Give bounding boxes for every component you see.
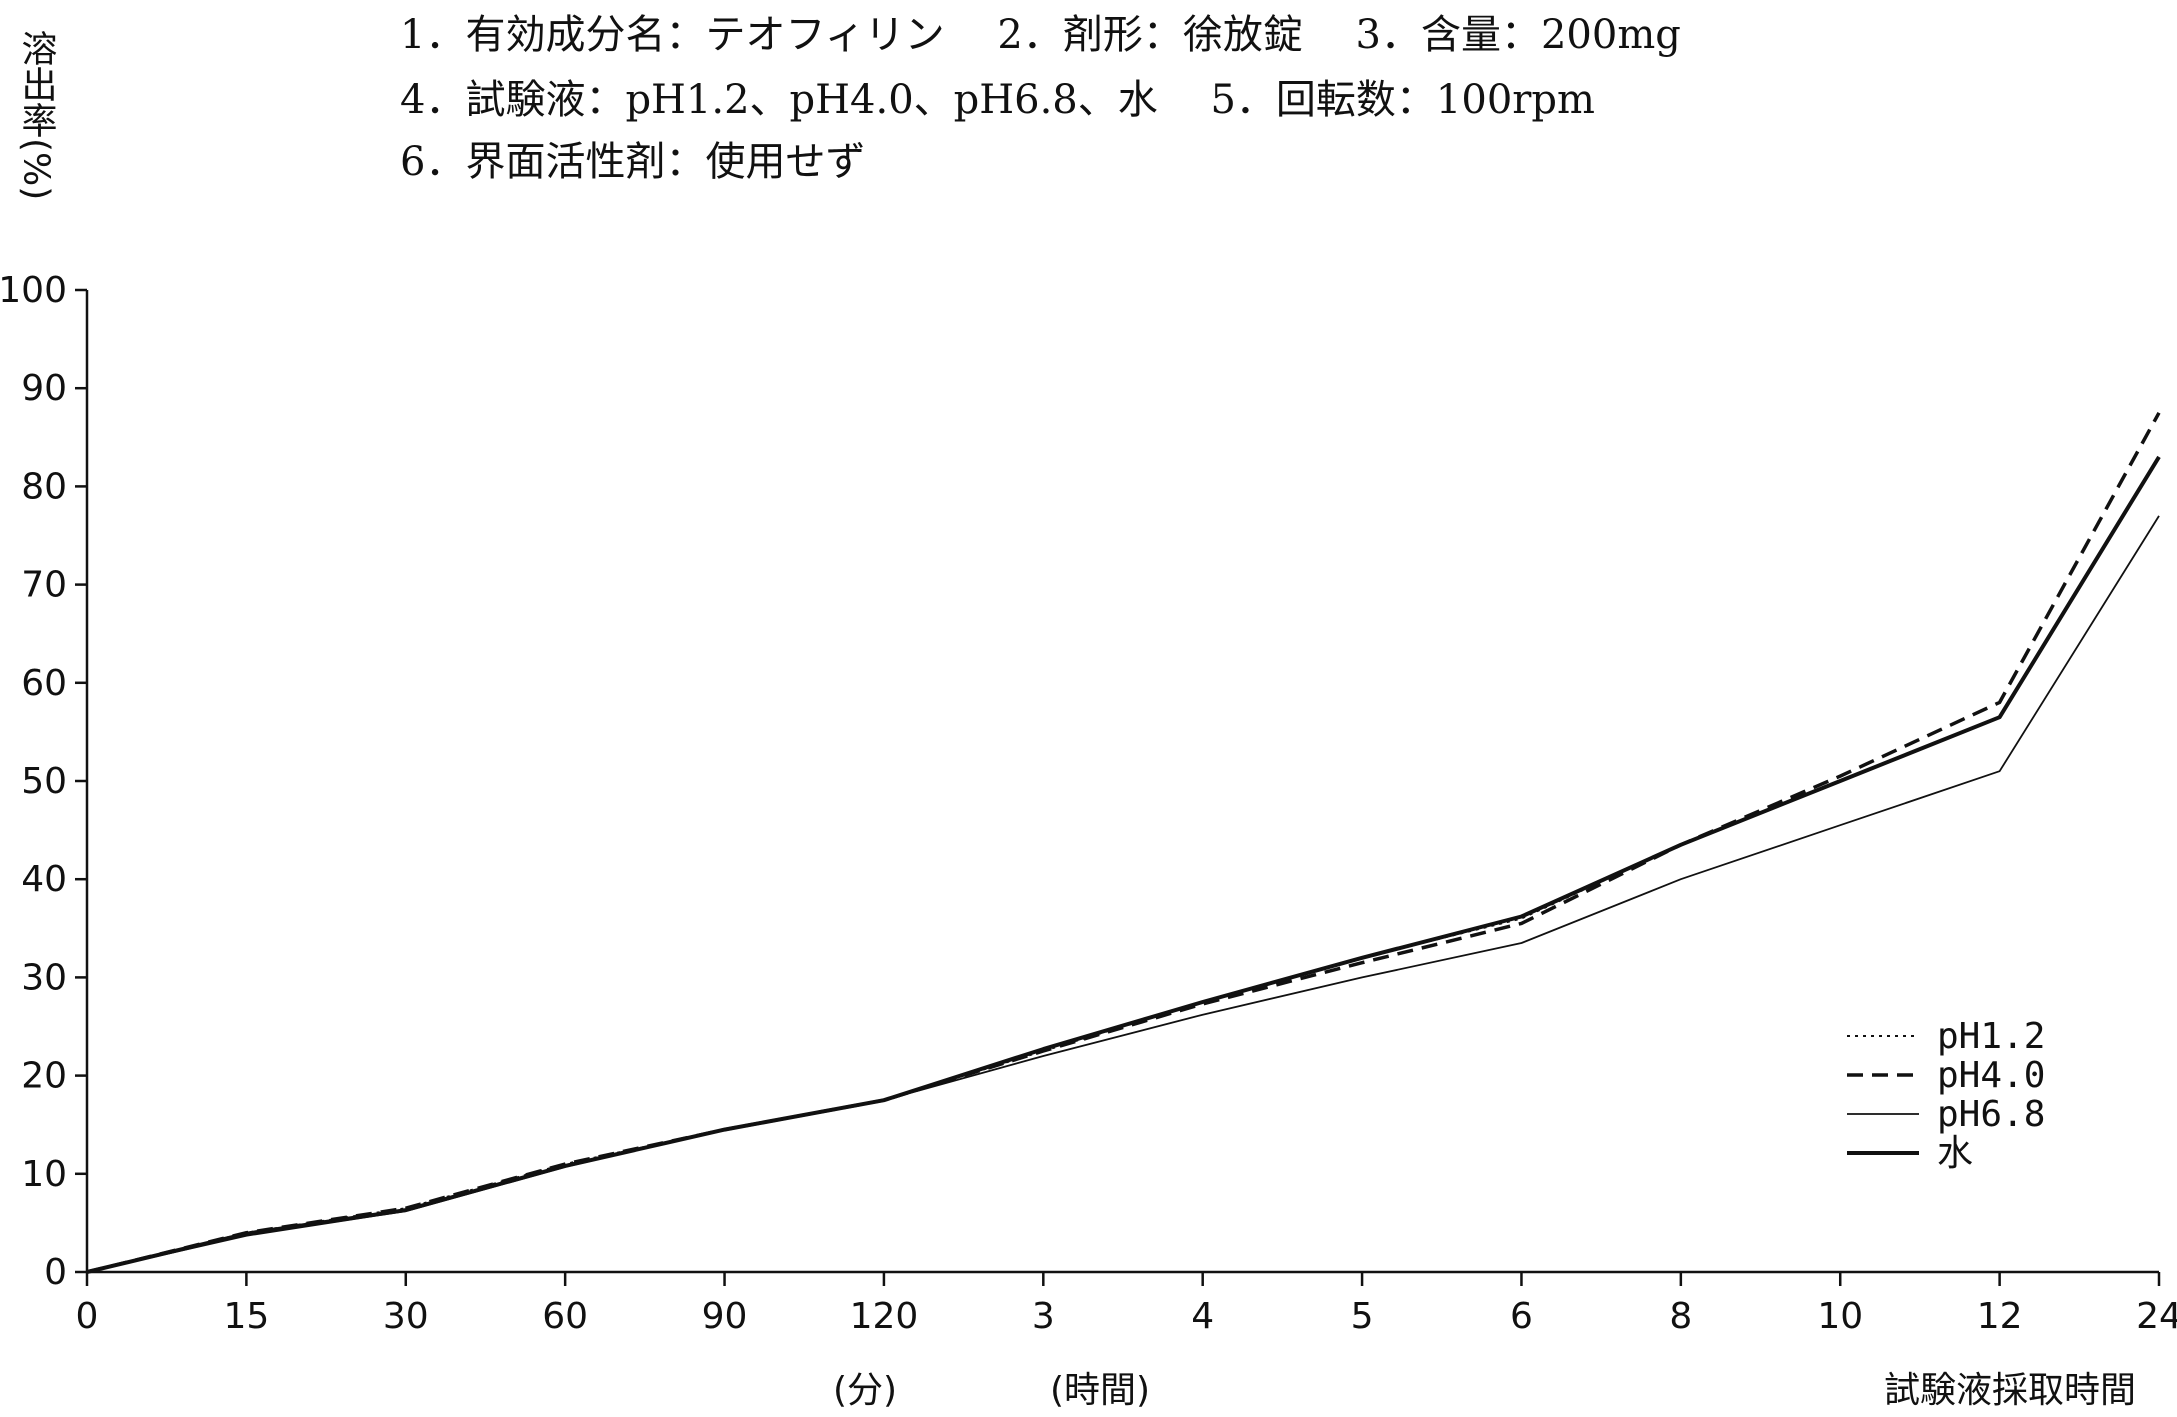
x-unit-minutes: (分) [833, 1370, 897, 1411]
series-line-3 [86, 455, 2161, 1274]
info-line-2: 4．試験液：pH1.2、pH4.0、pH6.8、水 5．回転数：100rpm [400, 77, 1595, 123]
x-tick-label: 5 [1351, 1296, 1374, 1337]
y-tick-label: 80 [21, 466, 67, 507]
y-tick-label: 60 [21, 663, 67, 704]
legend-label-1: pH4.0 [1937, 1055, 2045, 1096]
y-tick-label: 10 [21, 1154, 67, 1195]
x-tick-label: 3 [1032, 1296, 1055, 1337]
x-tick-label: 90 [702, 1296, 748, 1337]
y-tick-label: 0 [44, 1252, 67, 1293]
x-tick-label: 10 [1817, 1296, 1863, 1337]
x-tick-label: 120 [850, 1296, 919, 1337]
x-tick-label: 0 [76, 1296, 99, 1337]
y-tick-label: 30 [21, 957, 67, 998]
series-line-0 [86, 456, 2160, 1273]
x-tick-label: 12 [1977, 1296, 2023, 1337]
x-tick-label: 60 [542, 1296, 588, 1337]
y-tick-label: 50 [21, 761, 67, 802]
x-tick-label: 6 [1510, 1296, 1533, 1337]
x-tick-label: 30 [383, 1296, 429, 1337]
legend-label-3: 水 [1937, 1133, 1973, 1174]
series-line-1 [86, 411, 2161, 1274]
x-tick-label: 15 [223, 1296, 269, 1337]
y-tick-label: 90 [21, 368, 67, 409]
legend-label-0: pH1.2 [1937, 1016, 2045, 1057]
y-axis-title: 溶出率(%) [16, 30, 57, 201]
info-block: 1．有効成分名：テオフィリン 2．剤形：徐放錠 3．含量：200mg 4．試験液… [400, 12, 1681, 185]
x-tick-labels: 0 15 30 60 90 120 3 4 5 6 8 10 12 24 [76, 1296, 2177, 1337]
info-line-3: 6．界面活性剤：使用せず [400, 139, 865, 185]
series-line-2 [86, 515, 2160, 1273]
info-line-1: 1．有効成分名：テオフィリン 2．剤形：徐放錠 3．含量：200mg [400, 12, 1681, 58]
y-tick-label: 100 [0, 270, 67, 311]
x-tick-label: 24 [2136, 1296, 2177, 1337]
x-unit-hours: (時間) [1050, 1370, 1150, 1411]
y-tick-label: 70 [21, 565, 67, 606]
y-tick-label: 20 [21, 1056, 67, 1097]
axes [75, 288, 2161, 1286]
x-tick-label: 4 [1191, 1296, 1214, 1337]
legend-label-2: pH6.8 [1937, 1094, 2045, 1135]
y-tick-label: 40 [21, 859, 67, 900]
series-lines [86, 411, 2161, 1274]
x-axis-title: 試験液採取時間 [1884, 1370, 2136, 1411]
x-tick-label: 8 [1669, 1296, 1692, 1337]
y-tick-labels: 0 10 20 30 40 50 60 70 80 90 100 [0, 270, 67, 1293]
